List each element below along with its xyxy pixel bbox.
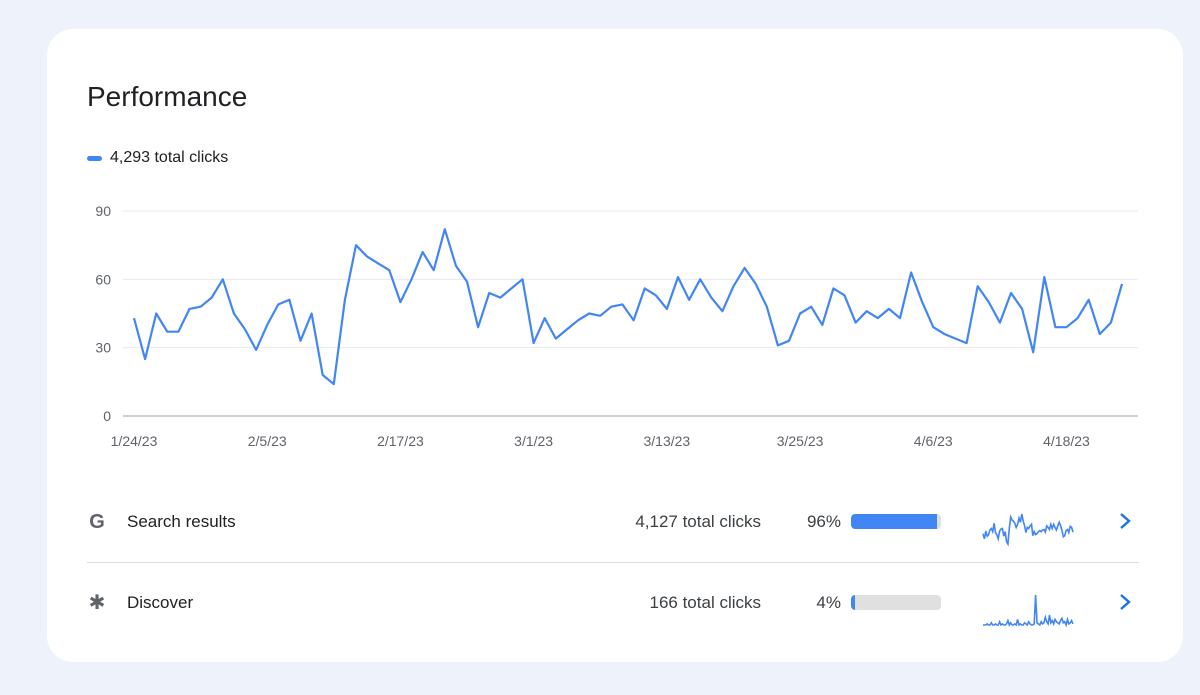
asterisk-icon: ✱ <box>88 592 106 614</box>
google-g-icon: G <box>89 511 105 533</box>
discover-row[interactable]: ✱ Discover 166 total clicks 4% <box>87 562 1139 642</box>
y-tick-label: 90 <box>95 203 111 219</box>
row-share-bar-fill <box>851 514 938 529</box>
search-results-row[interactable]: G Search results 4,127 total clicks 96% <box>87 482 1139 562</box>
card-title: Performance <box>87 81 248 112</box>
chevron-right-icon[interactable] <box>1117 510 1133 532</box>
x-tick-label: 1/24/23 <box>111 433 158 449</box>
row-sparkline <box>982 513 1074 547</box>
chevron-right-icon[interactable] <box>1117 591 1133 613</box>
row-label: Discover <box>127 593 194 612</box>
clicks-series-line <box>132 228 1124 386</box>
row-sparkline <box>983 594 1074 628</box>
x-tick-label: 2/17/23 <box>377 433 424 449</box>
row-label: Search results <box>127 512 236 531</box>
x-tick-label: 3/13/23 <box>643 433 690 449</box>
x-tick-label: 2/5/23 <box>248 433 287 449</box>
row-percent: 4% <box>816 593 841 612</box>
row-clicks: 4,127 total clicks <box>635 512 761 531</box>
y-tick-label: 30 <box>95 340 111 356</box>
legend-swatch <box>87 155 102 161</box>
x-tick-label: 3/1/23 <box>514 433 553 449</box>
x-tick-label: 4/6/23 <box>914 433 953 449</box>
clicks-line-chart: 0 30 60 90 1/24/23 2/5/23 2/17/23 3/1/23 3/13/23… <box>95 203 1138 449</box>
sparkline-path <box>983 594 1074 628</box>
row-share-bar <box>851 514 941 529</box>
row-share-bar-fill <box>851 595 855 610</box>
performance-card: Performance 4,293 total clicks 0 30 60 90 1/… <box>47 29 1183 662</box>
row-share-bar <box>851 595 941 610</box>
y-tick-label: 60 <box>95 271 111 287</box>
row-percent: 96% <box>806 512 841 531</box>
x-tick-label: 3/25/23 <box>777 433 824 449</box>
y-tick-label: 0 <box>103 408 111 424</box>
row-clicks: 166 total clicks <box>649 593 762 612</box>
x-tick-label: 4/18/23 <box>1043 433 1090 449</box>
sparkline-path <box>982 513 1074 547</box>
legend-label: 4,293 total clicks <box>110 149 229 166</box>
chart-legend[interactable]: 4,293 total clicks <box>87 149 228 167</box>
